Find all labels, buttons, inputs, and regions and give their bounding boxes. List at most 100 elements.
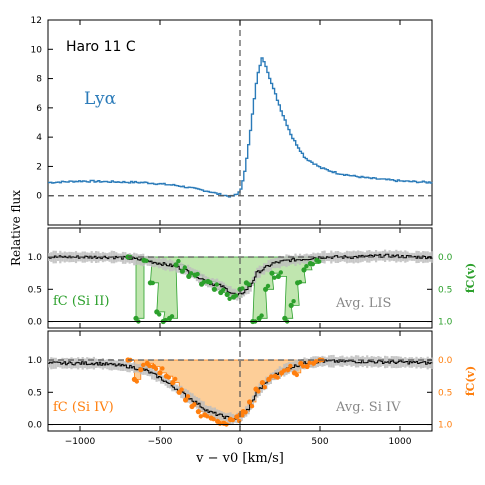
bottom-error-band xyxy=(115,360,118,370)
middle-error-band xyxy=(160,259,163,269)
right-ylabel-lis: fC(v) xyxy=(464,263,477,293)
middle-right-ytick-label: 0.0 xyxy=(438,253,453,263)
bottom-error-band xyxy=(86,357,89,370)
middle-error-band xyxy=(166,260,169,270)
bottom-error-band xyxy=(200,400,203,412)
bottom-error-band xyxy=(108,358,111,371)
bottom-right-ytick-label: 1.0 xyxy=(438,421,453,431)
bottom-ytick-label: 0.0 xyxy=(28,421,43,431)
bottom-fc-point xyxy=(205,414,210,419)
bottom-fc-point xyxy=(192,402,197,407)
bottom-error-band xyxy=(52,357,55,369)
bottom-error-band xyxy=(63,358,66,369)
middle-error-band xyxy=(198,270,201,283)
bottom-error-band xyxy=(153,369,156,380)
middle-fc-point xyxy=(221,287,226,293)
avg-lis-label: Avg. LIS xyxy=(335,296,391,311)
bottom-fc-point xyxy=(134,379,139,384)
middle-fc-point xyxy=(259,313,264,318)
middle-right-ytick-label: 0.5 xyxy=(438,285,452,295)
middle-error-band xyxy=(281,257,284,267)
bottom-error-band xyxy=(422,357,425,368)
top-ytick-label: 10 xyxy=(31,45,43,55)
middle-ytick-label: 0.5 xyxy=(28,285,42,295)
bottom-fc-point xyxy=(211,417,216,422)
middle-ytick-label: 0.0 xyxy=(28,318,43,328)
middle-fc-point xyxy=(211,286,217,292)
middle-fc-point xyxy=(224,291,230,298)
middle-error-band xyxy=(256,267,259,279)
top-ytick-label: 12 xyxy=(31,16,42,26)
bottom-error-band xyxy=(276,368,279,379)
bottom-xtick-label: 500 xyxy=(311,437,328,447)
bottom-fc-point xyxy=(301,364,306,369)
bottom-error-band xyxy=(354,355,358,368)
bottom-ytick-label: 0.5 xyxy=(28,388,42,398)
lya-label: Lyα xyxy=(84,89,117,109)
bottom-fc-point xyxy=(307,360,312,365)
middle-error-band xyxy=(404,250,407,263)
middle-error-band xyxy=(431,251,434,263)
middle-error-band xyxy=(377,251,380,261)
bottom-fc-point xyxy=(243,410,248,415)
bottom-error-band xyxy=(399,356,402,368)
bottom-fc-point xyxy=(138,367,144,373)
bottom-error-band xyxy=(348,357,351,366)
middle-fc-point xyxy=(201,279,207,285)
middle-fc-point xyxy=(208,280,213,285)
object-label: Haro 11 C xyxy=(66,39,136,55)
middle-error-band xyxy=(220,281,223,291)
middle-error-band xyxy=(310,254,313,263)
avg-siiv-label: Avg. Si IV xyxy=(335,400,401,415)
bottom-fc-point xyxy=(185,394,191,399)
middle-error-band xyxy=(135,253,138,265)
middle-error-band xyxy=(406,251,409,262)
middle-fc-point xyxy=(263,286,269,292)
bottom-ytick-label: 1.0 xyxy=(28,356,43,366)
middle-error-band xyxy=(307,254,310,263)
bottom-error-band xyxy=(130,363,134,371)
middle-fc-point xyxy=(275,273,281,279)
middle-fc-point xyxy=(144,258,149,263)
middle-error-band xyxy=(242,287,246,297)
bottom-error-band xyxy=(220,411,223,421)
top-ytick-label: 4 xyxy=(36,133,42,143)
middle-error-band xyxy=(354,251,358,263)
y-axis-label: Relative flux xyxy=(9,190,23,266)
middle-fc-point xyxy=(179,268,185,274)
bottom-error-band xyxy=(404,357,407,368)
middle-error-band xyxy=(283,256,286,266)
bottom-fc-point xyxy=(262,385,267,390)
bottom-error-band xyxy=(204,405,207,414)
bottom-error-band xyxy=(366,355,369,368)
middle-fc-point xyxy=(157,312,162,317)
bottom-error-band xyxy=(377,356,380,368)
bottom-error-band xyxy=(198,398,201,411)
fc-siiv-label: fC (Si IV) xyxy=(53,400,114,415)
middle-fc-point xyxy=(173,262,179,268)
middle-fc-point xyxy=(214,282,219,287)
middle-error-band xyxy=(227,286,230,295)
bottom-error-band xyxy=(388,357,391,367)
bottom-error-band xyxy=(72,358,75,369)
middle-error-band xyxy=(323,250,326,264)
bottom-error-band xyxy=(330,355,333,368)
bottom-error-band xyxy=(126,360,129,373)
bottom-fc-point xyxy=(285,367,291,373)
bottom-error-band xyxy=(202,401,205,414)
bottom-xtick-label: 1000 xyxy=(389,437,412,447)
bottom-xtick-label: −1000 xyxy=(65,437,96,447)
bottom-fc-point xyxy=(157,370,163,376)
fc-lis-label: fC (Si II) xyxy=(53,294,110,309)
bottom-fc-point xyxy=(288,363,293,369)
bottom-fc-point xyxy=(247,399,253,405)
bottom-xtick-label: 0 xyxy=(237,437,243,447)
middle-fc-point xyxy=(176,258,181,264)
middle-error-band xyxy=(171,260,174,272)
bottom-fc-point xyxy=(183,397,189,403)
middle-error-band xyxy=(184,265,187,275)
bottom-xtick-label: −500 xyxy=(148,437,173,447)
middle-error-band xyxy=(115,252,118,263)
middle-error-band xyxy=(343,252,346,262)
